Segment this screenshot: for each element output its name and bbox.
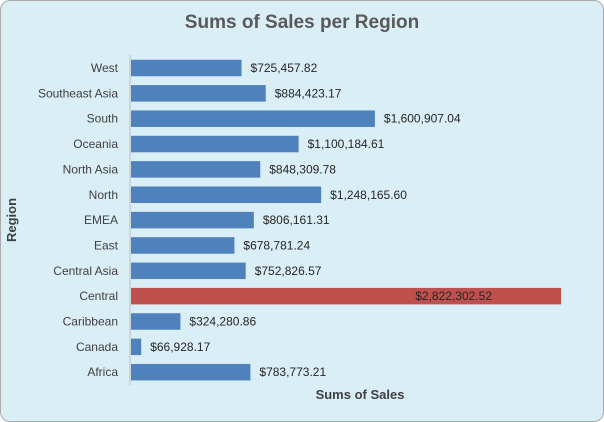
chart-title: Sums of Sales per Region: [184, 12, 420, 33]
category-label: East: [94, 238, 119, 252]
data-label: $783,773.21: [259, 365, 326, 379]
bar-southeast-asia: [131, 85, 266, 102]
category-label: North: [89, 188, 118, 202]
bar-emea: [131, 211, 254, 229]
bar-caribbean: [131, 313, 181, 330]
bar-central-asia: [131, 262, 246, 280]
data-label: $848,309.78: [269, 162, 336, 176]
data-label: $725,457.82: [251, 61, 318, 75]
category-label: South: [87, 112, 118, 126]
data-label: $324,280.86: [189, 315, 256, 329]
category-label: Central: [79, 289, 118, 303]
bar-canada: [131, 338, 142, 356]
y-axis-title: Region: [4, 197, 19, 243]
bar-west: [131, 59, 242, 77]
category-label: Southeast Asia: [38, 86, 118, 100]
bar-africa: [131, 363, 251, 381]
category-label: Africa: [87, 365, 118, 379]
data-label: $66,928.17: [150, 340, 210, 354]
category-label: West: [91, 61, 119, 75]
data-label: $1,248,165.60: [330, 188, 407, 202]
data-label: $678,781.24: [243, 238, 310, 252]
category-label: EMEA: [84, 213, 118, 227]
bar-oceania: [131, 135, 299, 153]
bar-central: [131, 287, 561, 305]
bar-north: [131, 186, 322, 203]
bar-north-asia: [131, 161, 261, 178]
data-label: $1,600,907.04: [384, 112, 461, 126]
x-axis-title: Sums of Sales: [315, 387, 405, 402]
category-label: Caribbean: [63, 315, 118, 329]
data-label: $1,100,184.61: [308, 137, 385, 151]
data-label: $2,822,302.52: [415, 289, 492, 303]
data-label: $806,161.31: [263, 213, 330, 227]
data-label: $752,826.57: [255, 264, 322, 278]
category-label: Canada: [76, 340, 118, 354]
category-label: Central Asia: [53, 264, 118, 278]
category-label: Oceania: [73, 137, 118, 151]
bar-east: [131, 237, 235, 254]
category-label: North Asia: [63, 162, 119, 176]
data-label: $884,423.17: [275, 86, 342, 100]
bar-south: [131, 110, 375, 127]
